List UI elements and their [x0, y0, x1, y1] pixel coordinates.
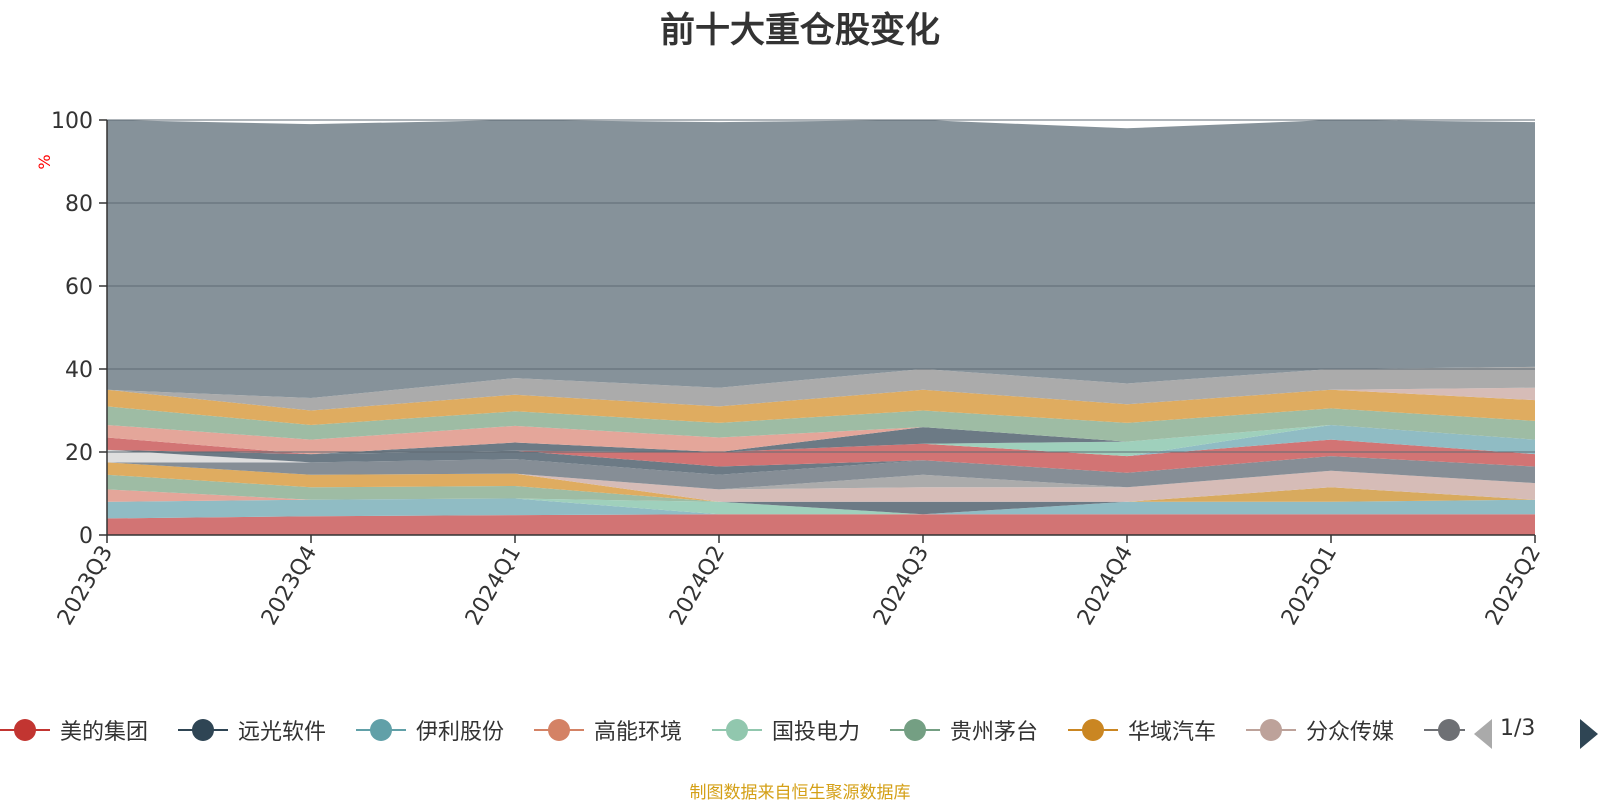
- legend-label: 华域汽车: [1128, 720, 1217, 745]
- x-tick-label: 2024Q3: [869, 542, 934, 630]
- area-series-4: [107, 498, 1535, 515]
- area-series-9: [107, 462, 1535, 502]
- legend-marker-icon: [712, 718, 762, 742]
- legend-items: 美的集团 远光软件 伊利股份 高能环境 国投电力 贵州茅台 华域汽车 分众传媒: [0, 710, 1465, 750]
- legend-marker-icon: [534, 718, 584, 742]
- area-series-20: [107, 389, 1535, 425]
- area-series-21: [107, 387, 1535, 411]
- area-series-17: [107, 425, 1535, 455]
- chart-title: 前十大重仓股变化: [659, 11, 940, 51]
- area-series-7: [107, 474, 1535, 502]
- legend-item[interactable]: 华域汽车: [1068, 710, 1216, 750]
- area-series-2: [107, 498, 1535, 519]
- legend-pager: 1/3: [1470, 710, 1600, 750]
- legend-item[interactable]: 远光软件: [178, 710, 326, 750]
- x-tick-label: 2023Q4: [257, 542, 322, 630]
- source-note: 制图数据来自恒生聚源数据库: [689, 783, 911, 803]
- y-tick-label: 40: [65, 358, 93, 383]
- legend-label: 国投电力: [772, 720, 861, 745]
- legend-label: 远光软件: [238, 720, 327, 745]
- legend-label: 高能环境: [594, 720, 683, 745]
- legend-label: 伊利股份: [416, 720, 505, 745]
- legend-marker-icon: [890, 718, 940, 742]
- area-series-18: [107, 425, 1535, 455]
- legend-item[interactable]: [1424, 710, 1465, 750]
- gridlines: [107, 119, 1535, 453]
- area-series-layer: [107, 120, 1535, 535]
- legend-next-page-icon[interactable]: [1580, 719, 1598, 749]
- area-series-11: [107, 456, 1535, 490]
- y-tick-label: 100: [51, 109, 93, 134]
- y-tick-label: 80: [65, 192, 93, 217]
- area-series-1: [107, 514, 1535, 535]
- area-series-19: [107, 406, 1535, 442]
- legend-marker-icon: [1068, 718, 1118, 742]
- area-series-14: [107, 437, 1535, 473]
- legend-marker-icon: [1424, 718, 1465, 742]
- y-tick-label: 20: [65, 441, 93, 466]
- area-series-13: [107, 449, 1535, 475]
- legend-marker-icon: [1246, 718, 1296, 742]
- legend-item[interactable]: 分众传媒: [1246, 710, 1394, 750]
- legend-item[interactable]: 国投电力: [712, 710, 860, 750]
- legend-marker-icon: [178, 718, 228, 742]
- legend-label: 分众传媒: [1306, 720, 1395, 745]
- x-tick-label: 2023Q3: [53, 542, 118, 630]
- x-tick-label: 2025Q1: [1277, 542, 1342, 630]
- area-series-10: [107, 462, 1535, 490]
- legend-page-indicator: 1/3: [1500, 716, 1536, 741]
- stacked-area-chart: 0 20 40 60 80 100 2023Q3 2023Q4 2024Q1 2024Q2 2024…: [35, 109, 1546, 630]
- area-series-22: [107, 366, 1535, 411]
- area-series-3: [107, 498, 1535, 515]
- y-axis-unit-label: %: [35, 154, 54, 169]
- x-tick-label: 2024Q4: [1073, 542, 1138, 630]
- area-series-15: [107, 425, 1535, 457]
- legend-label: 贵州茅台: [950, 720, 1039, 745]
- y-tick-label: 60: [65, 275, 93, 300]
- x-tick-label: 2024Q1: [461, 542, 526, 630]
- x-tick-label: 2025Q2: [1481, 542, 1546, 630]
- area-series-23: [107, 120, 1535, 398]
- area-series-8: [107, 462, 1535, 502]
- legend-marker-icon: [0, 718, 50, 742]
- legend: 美的集团 远光软件 伊利股份 高能环境 国投电力 贵州茅台 华域汽车 分众传媒 1/3: [0, 710, 1600, 750]
- x-tick-label: 2024Q2: [665, 542, 730, 630]
- legend-item[interactable]: 美的集团: [0, 710, 148, 750]
- y-tick-label: 0: [79, 524, 93, 549]
- legend-marker-icon: [356, 718, 406, 742]
- legend-label: 美的集团: [60, 720, 149, 745]
- legend-prev-page-icon[interactable]: [1474, 719, 1492, 749]
- legend-item[interactable]: 高能环境: [534, 710, 682, 750]
- legend-item[interactable]: 伊利股份: [356, 710, 504, 750]
- legend-item[interactable]: 贵州茅台: [890, 710, 1038, 750]
